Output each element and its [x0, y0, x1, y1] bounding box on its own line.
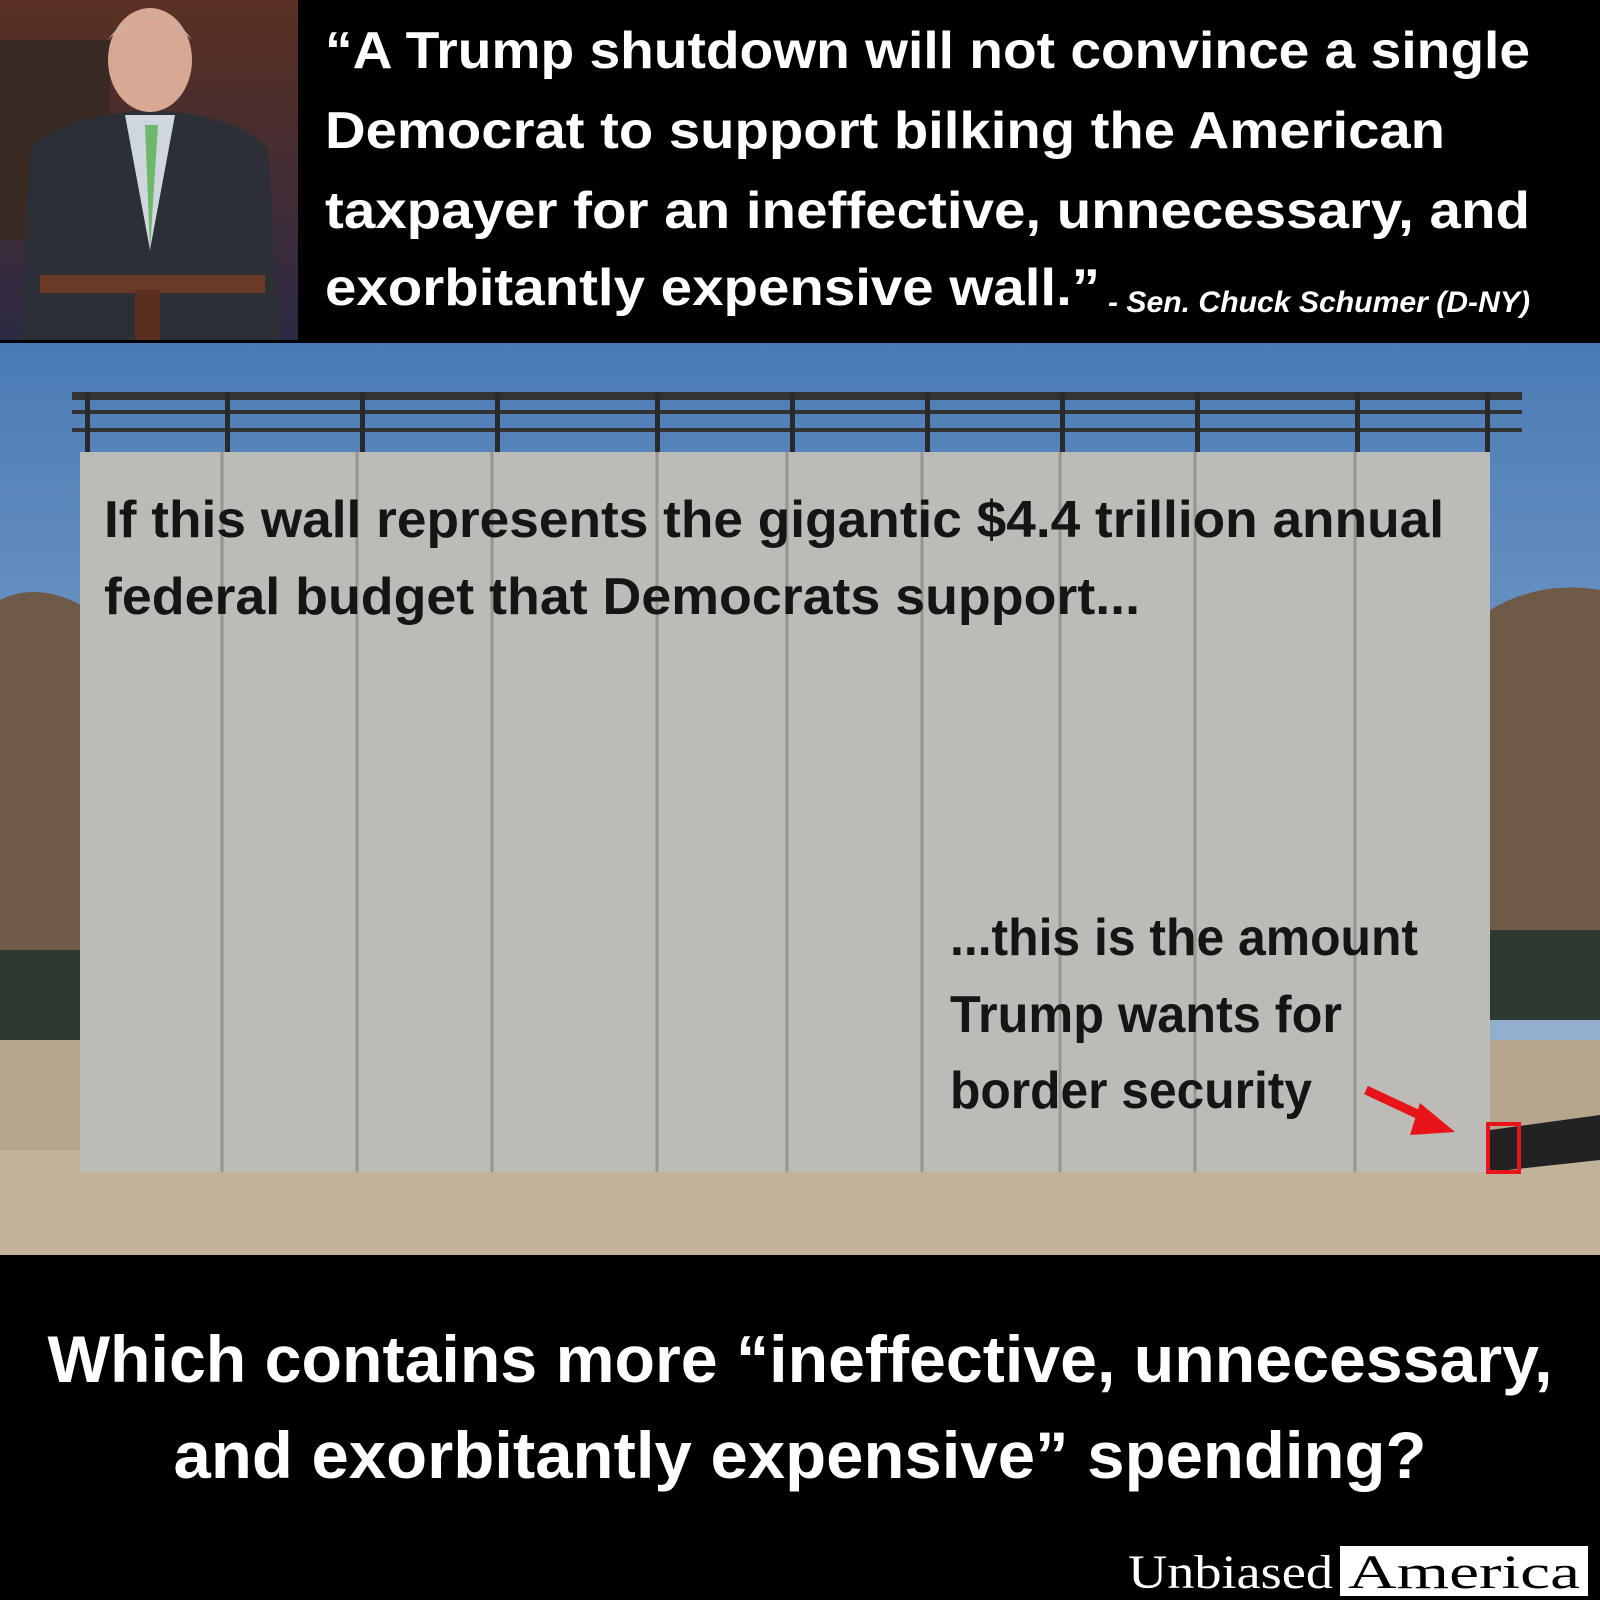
amount-caption: ...this is the amount — [950, 909, 1418, 967]
amount-caption: border security — [950, 1062, 1312, 1120]
wall-photo — [0, 343, 1600, 1255]
wall-caption: federal budget that Democrats support... — [104, 568, 1140, 626]
red-arrow — [1364, 1085, 1455, 1135]
quote-line: Democrat to support bilking the American — [325, 102, 1445, 160]
question: and exorbitantly expensive” spending? — [174, 1418, 1427, 1492]
attribution: - Sen. Chuck Schumer (D-NY) — [1108, 286, 1530, 319]
quote-line: “A Trump shutdown will not convince a si… — [325, 22, 1530, 80]
quote-line: taxpayer for an ineffective, unnecessary… — [325, 182, 1530, 240]
senator-photo — [0, 0, 298, 340]
brand-first: Unbiased — [1128, 1546, 1333, 1599]
brand-box — [1340, 1546, 1588, 1596]
question: Which contains more “ineffective, unnece… — [48, 1322, 1553, 1396]
brand-second: America — [1348, 1546, 1580, 1599]
wall-caption: If this wall represents the gigantic $4.… — [104, 491, 1444, 549]
quote-line: exorbitantly expensive wall.” — [325, 259, 1100, 317]
red-box — [1486, 1122, 1521, 1174]
amount-caption: Trump wants for — [950, 986, 1342, 1044]
